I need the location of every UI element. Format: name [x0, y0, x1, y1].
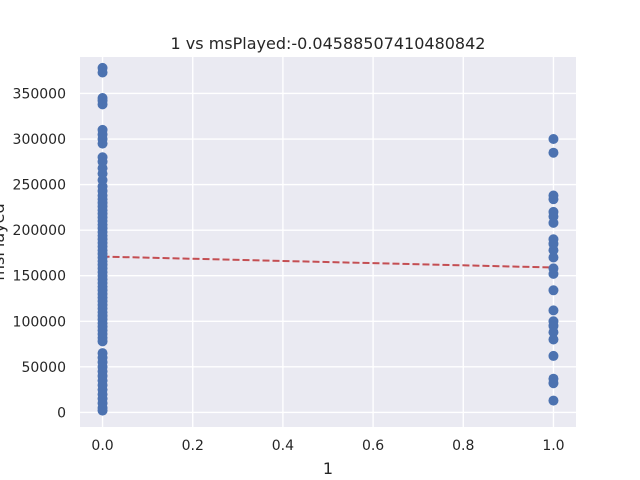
data-point — [548, 268, 559, 279]
y-tick-label: 100000 — [13, 314, 66, 330]
data-point — [548, 378, 559, 389]
y-tick-label: 50000 — [21, 360, 66, 376]
x-axis-ticks: 0.0 0.2 0.4 0.6 0.8 1.0 — [91, 438, 564, 454]
y-tick-label: 150000 — [13, 269, 66, 285]
data-point — [548, 194, 559, 205]
data-point — [97, 336, 108, 347]
data-point — [97, 138, 108, 149]
data-point — [548, 245, 559, 256]
y-axis-label: msPlayed — [0, 203, 8, 280]
plot-area — [80, 57, 576, 427]
data-point — [548, 147, 559, 158]
data-point — [548, 305, 559, 316]
x-axis-label: 1 — [323, 459, 333, 478]
data-points — [97, 62, 559, 416]
data-point — [548, 327, 559, 338]
data-point — [97, 405, 108, 416]
y-tick-label: 0 — [57, 405, 66, 421]
data-point — [548, 350, 559, 361]
x-tick-label: 0.6 — [362, 438, 384, 454]
y-tick-label: 300000 — [13, 132, 66, 148]
x-tick-label: 0.8 — [452, 438, 474, 454]
trend-line — [102, 255, 554, 269]
y-tick-label: 250000 — [13, 178, 66, 194]
data-point — [548, 217, 559, 228]
data-point — [548, 134, 559, 145]
y-axis-ticks: 0 50000 100000 150000 200000 250000 300000 3500… — [13, 86, 66, 421]
data-point — [97, 67, 108, 78]
data-point — [548, 252, 559, 263]
y-tick-label: 350000 — [13, 86, 66, 102]
data-point — [97, 99, 108, 110]
data-point — [548, 334, 559, 345]
x-tick-label: 0.0 — [91, 438, 113, 454]
x-tick-label: 0.2 — [182, 438, 204, 454]
y-tick-label: 200000 — [13, 223, 66, 239]
x-tick-label: 1.0 — [542, 438, 564, 454]
x-tick-label: 0.4 — [272, 438, 294, 454]
data-point — [548, 285, 559, 296]
data-point — [548, 395, 559, 406]
chart-title: 1 vs msPlayed:-0.04588507410480842 — [171, 34, 486, 53]
